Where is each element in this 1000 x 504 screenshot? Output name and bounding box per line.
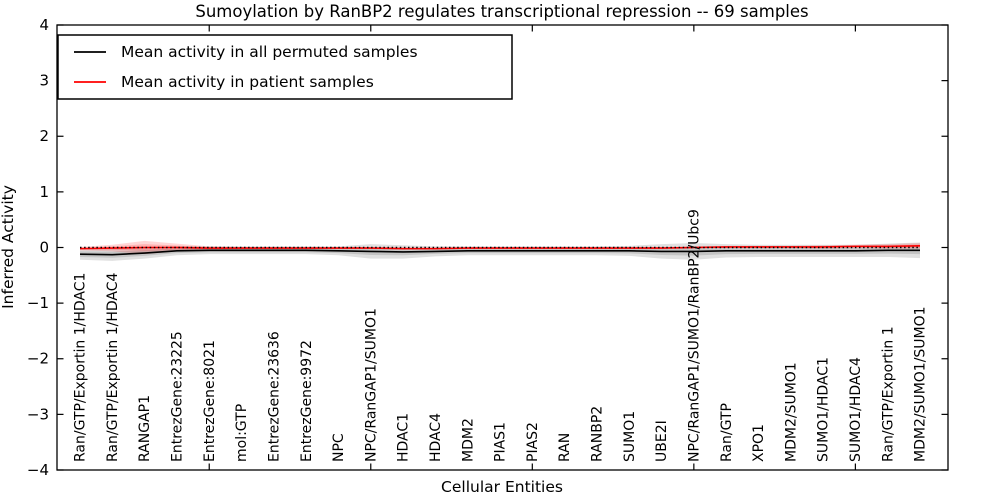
x-category-label: PIAS2 (525, 422, 541, 462)
x-category-label: RANGAP1 (137, 395, 153, 462)
x-category-label: Ran/GTP (719, 403, 735, 462)
x-category-label: mol:GTP (234, 404, 250, 462)
legend-label-permuted: Mean activity in all permuted samples (121, 43, 418, 61)
series-0-band-inner (80, 246, 920, 258)
x-category-labels: Ran/GTP/Exportin 1/HDAC1 Ran/GTP/Exportin… (73, 209, 929, 462)
x-category-label: PIAS1 (493, 422, 509, 462)
y-tick-label: 3 (39, 72, 49, 90)
x-category-label: HDAC4 (428, 413, 444, 462)
x-category-label: RANBP2 (590, 406, 606, 462)
y-tick-label: 2 (39, 127, 49, 145)
x-category-label: HDAC1 (396, 413, 412, 462)
x-category-label: XPO1 (751, 424, 767, 462)
series-0-line (79, 249, 920, 256)
x-category-label: Ran/GTP/Exportin 1/HDAC1 (73, 273, 89, 462)
y-tick-label: −1 (27, 294, 49, 312)
x-category-label: SUMO1 (622, 411, 638, 462)
legend-label-patient: Mean activity in patient samples (121, 73, 374, 91)
y-tick-label: 4 (39, 16, 49, 34)
x-category-label: RAN (557, 433, 573, 462)
x-axis-label: Cellular Entities (441, 478, 563, 496)
x-category-label: EntrezGene:23225 (170, 331, 186, 462)
x-category-label: EntrezGene:23636 (266, 331, 282, 462)
x-category-label: UBE2I (654, 420, 670, 462)
x-category-label: MDM2 (460, 418, 476, 462)
x-category-label: SUMO1/HDAC1 (816, 357, 832, 462)
y-tick-label: 0 (39, 238, 49, 256)
x-category-label: NPC/RanGAP1/SUMO1/RanBP2/Ubc9 (686, 209, 702, 462)
axis-ticks: 4 3 2 1 0 −1 −2 −3 −4 (27, 16, 948, 479)
y-axis-label: Inferred Activity (0, 185, 17, 309)
x-category-label: Ran/GTP/Exportin 1 (880, 326, 896, 462)
legend: Mean activity in all permuted samples Me… (57, 34, 513, 100)
y-tick-label: −3 (27, 405, 49, 423)
x-category-label: MDM2/SUMO1/SUMO1 (913, 306, 929, 462)
legend-box (57, 34, 513, 100)
x-category-label: EntrezGene:9972 (299, 340, 315, 462)
x-category-label: NPC (331, 433, 347, 462)
x-category-label: SUMO1/HDAC4 (848, 357, 864, 462)
x-category-label: EntrezGene:8021 (202, 340, 218, 462)
series-lines (79, 245, 921, 256)
x-category-label: MDM2/SUMO1 (783, 362, 799, 462)
y-tick-label: −2 (27, 350, 49, 368)
y-tick-label: 1 (39, 183, 49, 201)
chart-title: Sumoylation by RanBP2 regulates transcri… (195, 2, 808, 21)
x-category-label: Ran/GTP/Exportin 1/HDAC4 (105, 273, 121, 462)
y-tick-label: −4 (27, 461, 49, 479)
x-category-label: NPC/RanGAP1/SUMO1 (363, 308, 379, 462)
